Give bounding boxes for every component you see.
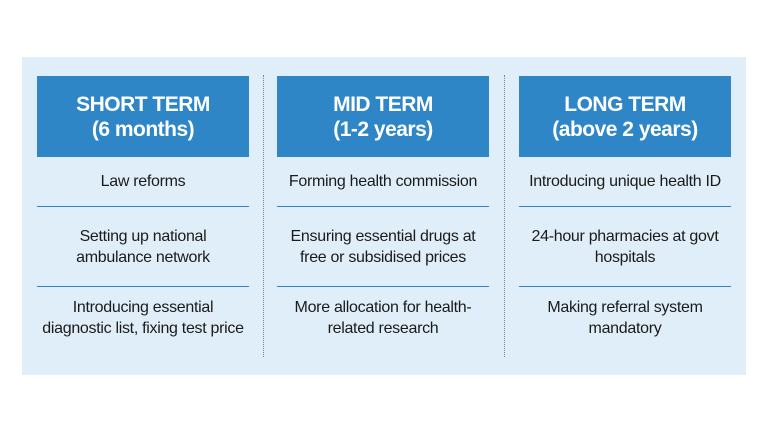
timeline-panel: SHORT TERM (6 months) Law reforms Settin… [22, 57, 746, 375]
column-subtitle: (6 months) [91, 117, 195, 141]
column-divider [263, 75, 264, 357]
column-long-term: LONG TERM (above 2 years) Introducing un… [519, 76, 731, 349]
list-item: Law reforms [37, 157, 249, 207]
column-divider [504, 75, 505, 357]
column-subtitle: (above 2 years) [552, 117, 698, 141]
list-item: Ensuring essential drugs at free or subs… [277, 207, 489, 287]
column-header: LONG TERM (above 2 years) [519, 76, 731, 157]
list-item: Setting up national ambulance network [37, 207, 249, 287]
column-header: MID TERM (1-2 years) [277, 76, 489, 157]
column-mid-term: MID TERM (1-2 years) Forming health comm… [277, 76, 489, 349]
column-title: MID TERM [333, 92, 433, 116]
list-item: Introducing essential diagnostic list, f… [42, 299, 244, 337]
column-short-term: SHORT TERM (6 months) Law reforms Settin… [37, 76, 249, 349]
column-subtitle: (1-2 years) [333, 117, 433, 141]
column-title: LONG TERM [564, 92, 686, 116]
column-title: SHORT TERM [76, 92, 210, 116]
column-header: SHORT TERM (6 months) [37, 76, 249, 157]
list-item: Forming health commission [277, 157, 489, 207]
list-item: More allocation for health-related resea… [294, 299, 472, 337]
list-item: Introducing unique health ID [519, 157, 731, 207]
list-item: 24-hour pharmacies at govt hospitals [519, 207, 731, 287]
list-item: Making referral system mandatory [547, 299, 703, 337]
